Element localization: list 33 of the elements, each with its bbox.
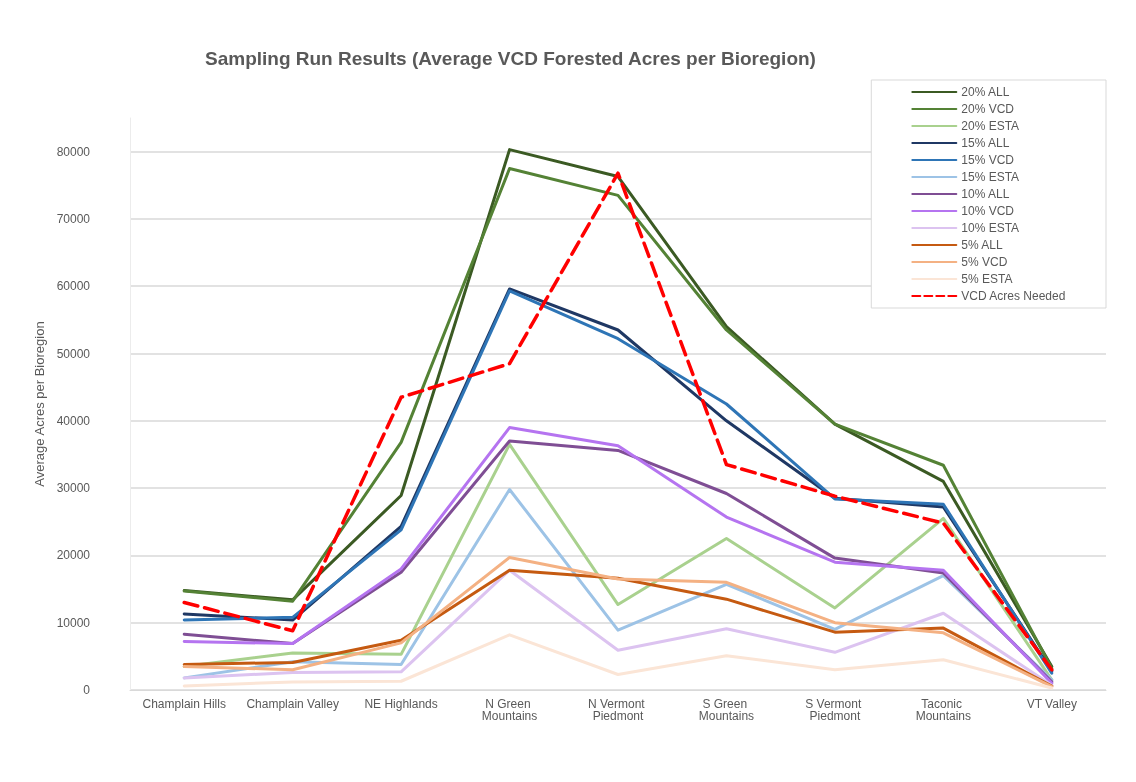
legend-label: VCD Acres Needed xyxy=(961,289,1066,303)
y-tick-label: 20000 xyxy=(56,548,91,563)
legend-label: 5% VCD xyxy=(961,255,1008,269)
x-tick-label: VT Valley xyxy=(1026,697,1077,711)
legend-label: 10% ALL xyxy=(961,187,1010,201)
legend-label: 10% VCD xyxy=(961,204,1015,218)
x-tick-label: S Vermont Piedmont xyxy=(805,697,865,723)
y-axis-title: Average Acres per Bioregion xyxy=(31,321,47,487)
x-tick-label: Champlain Hills xyxy=(142,697,226,711)
legend-label: 15% ESTA xyxy=(961,170,1020,184)
y-tick-label: 30000 xyxy=(56,481,91,496)
y-tick-label: 0 xyxy=(83,683,91,697)
legend-label: 15% VCD xyxy=(961,153,1015,167)
legend-label: 15% ALL xyxy=(961,136,1010,150)
x-tick-label: S Green Mountains xyxy=(698,697,755,723)
x-tick-label: Champlain Valley xyxy=(246,697,339,711)
x-tick-label: N Green Mountains xyxy=(481,697,538,723)
legend-label: 10% ESTA xyxy=(961,221,1020,235)
y-tick-label: 80000 xyxy=(56,144,91,159)
legend-label: 20% ESTA xyxy=(961,119,1020,133)
y-tick-label: 50000 xyxy=(56,346,91,361)
x-tick-label: Taconic Mountains xyxy=(915,697,972,723)
y-tick-label: 60000 xyxy=(56,279,91,294)
legend-label: 5% ALL xyxy=(961,238,1003,252)
x-tick-label: NE Highlands xyxy=(364,697,438,711)
legend-label: 5% ESTA xyxy=(961,272,1013,286)
y-tick-label: 70000 xyxy=(56,211,91,226)
legend-label: 20% ALL xyxy=(961,85,1010,99)
x-tick-label: N Vermont Piedmont xyxy=(587,697,649,723)
legend-label: 20% VCD xyxy=(961,102,1015,116)
chart-title: Sampling Run Results (Average VCD Forested Acres per Bioregion) xyxy=(205,48,816,69)
y-tick-label: 40000 xyxy=(56,413,91,428)
y-tick-label: 10000 xyxy=(56,615,91,630)
